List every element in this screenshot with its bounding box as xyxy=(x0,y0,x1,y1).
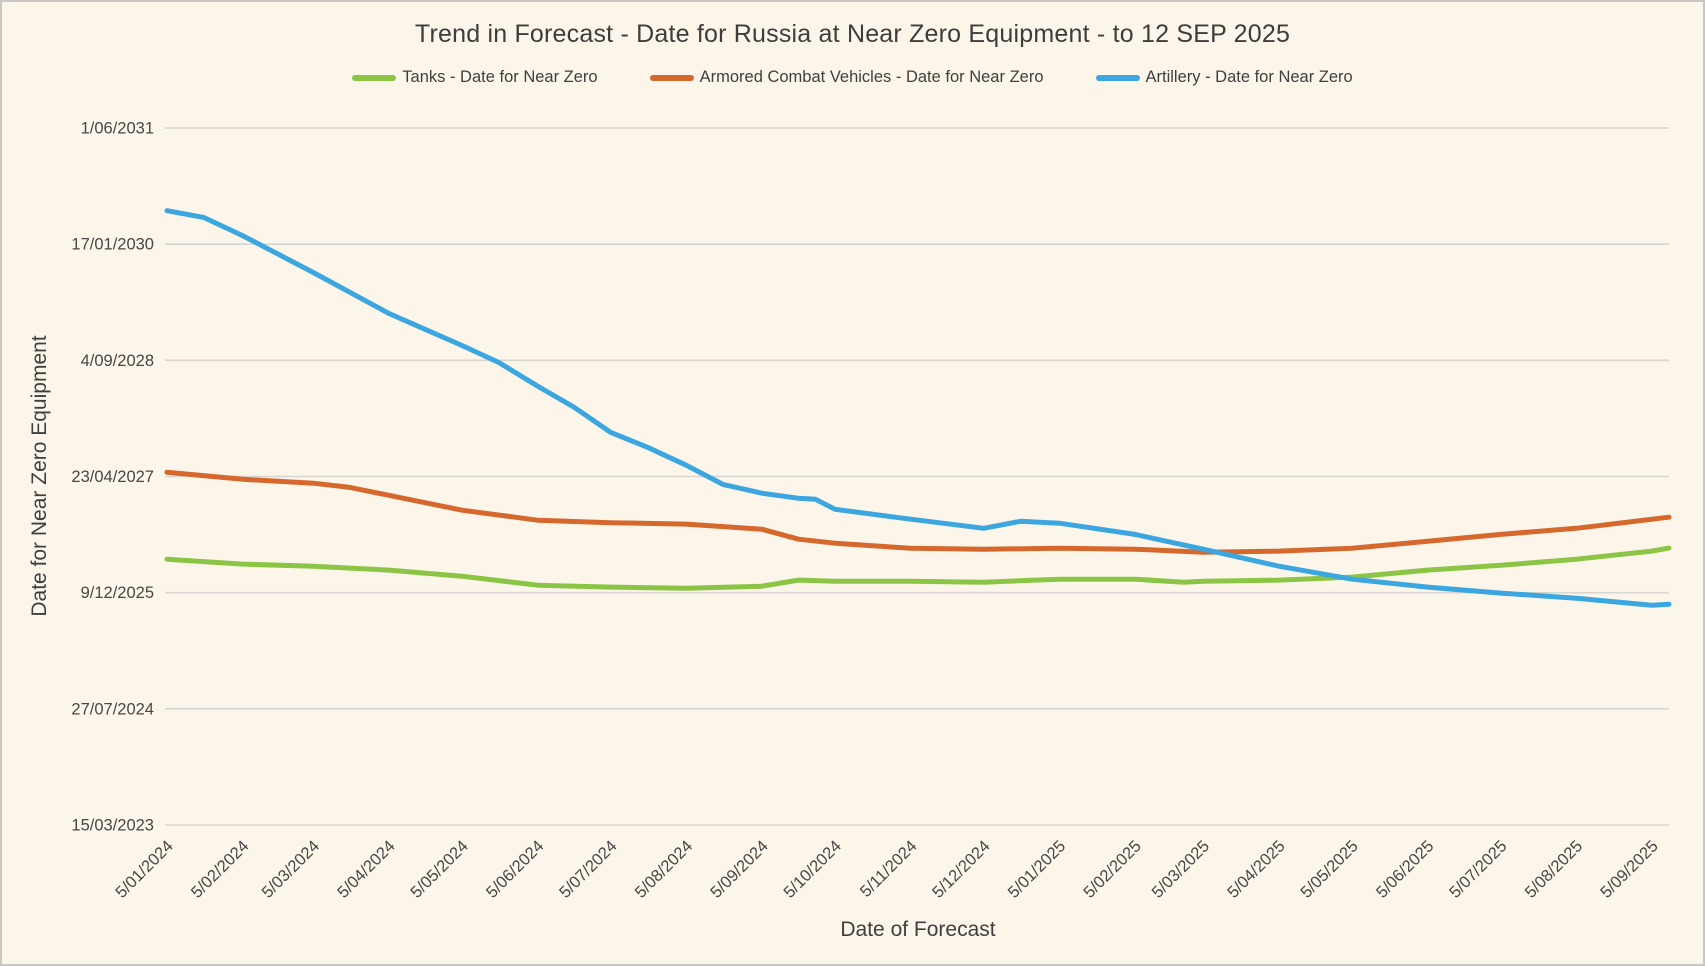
x-tick-label: 5/01/2024 xyxy=(112,837,177,902)
y-tick-label: 17/01/2030 xyxy=(71,236,154,254)
x-tick-label: 5/11/2024 xyxy=(857,837,921,901)
y-tick-label: 23/04/2027 xyxy=(71,468,154,486)
x-tick-label: 5/08/2024 xyxy=(632,837,697,902)
x-tick-label: 5/10/2024 xyxy=(780,837,845,902)
x-tick-label: 5/03/2024 xyxy=(258,837,323,902)
legend-item-tanks: Tanks - Date for Near Zero xyxy=(352,68,598,87)
x-axis-title: Date of Forecast xyxy=(840,918,996,941)
x-tick-label: 5/07/2024 xyxy=(556,837,621,902)
y-tick-label: 27/07/2024 xyxy=(71,700,154,718)
legend-swatch-artillery-icon xyxy=(1095,74,1140,81)
legend-label-artillery: Artillery - Date for Near Zero xyxy=(1145,68,1353,86)
series-line-artillery xyxy=(164,208,1672,608)
x-tick-label: 5/01/2025 xyxy=(1005,837,1070,902)
y-tick-label: 1/06/2031 xyxy=(81,120,154,138)
x-tick-label: 5/08/2025 xyxy=(1522,837,1587,902)
x-tick-label: 5/06/2024 xyxy=(483,837,548,902)
x-tick-label: 5/05/2025 xyxy=(1297,837,1362,902)
legend-item-artillery: Artillery - Date for Near Zero xyxy=(1095,68,1353,87)
x-tick-label: 5/09/2024 xyxy=(707,837,772,902)
legend-swatch-acv-icon xyxy=(649,74,694,81)
x-tick-label: 5/06/2025 xyxy=(1373,837,1438,902)
x-tick-label: 5/02/2025 xyxy=(1080,837,1145,902)
x-tick-label: 5/04/2024 xyxy=(334,837,399,902)
x-tick-label: 5/04/2025 xyxy=(1224,837,1289,902)
x-tick-label: 5/03/2025 xyxy=(1148,837,1213,902)
x-tick-label: 5/05/2024 xyxy=(407,837,472,902)
x-tick-label: 5/12/2024 xyxy=(929,837,994,902)
chart-title: Trend in Forecast - Date for Russia at N… xyxy=(414,20,1291,48)
x-tick-label: 5/09/2025 xyxy=(1597,837,1662,902)
y-tick-label: 9/12/2025 xyxy=(81,584,154,602)
legend-item-acv: Armored Combat Vehicles - Date for Near … xyxy=(649,68,1044,87)
legend-label-tanks: Tanks - Date for Near Zero xyxy=(402,68,598,86)
series-line-tanks xyxy=(164,545,1672,591)
y-axis-title: Date for Near Zero Equipment xyxy=(28,335,51,617)
y-tick-label: 4/09/2028 xyxy=(81,352,154,370)
legend: Tanks - Date for Near Zero Armored Comba… xyxy=(2,68,1703,87)
legend-label-acv: Armored Combat Vehicles - Date for Near … xyxy=(699,68,1044,86)
x-tick-label: 5/02/2024 xyxy=(188,837,253,902)
y-tick-label: 15/03/2023 xyxy=(71,817,154,835)
series-line-armored xyxy=(164,469,1672,555)
legend-swatch-tanks-icon xyxy=(352,74,397,81)
x-tick-label: 5/07/2025 xyxy=(1446,837,1511,902)
